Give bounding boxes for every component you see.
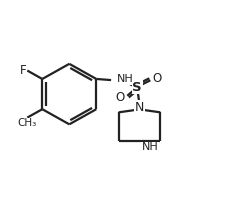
Text: NH: NH	[142, 142, 158, 152]
Text: S: S	[132, 81, 142, 94]
Text: CH₃: CH₃	[18, 118, 37, 128]
Text: O: O	[115, 90, 125, 104]
Text: N: N	[135, 101, 144, 114]
Text: NH: NH	[116, 74, 133, 84]
Text: F: F	[19, 64, 26, 77]
Text: O: O	[153, 72, 162, 85]
